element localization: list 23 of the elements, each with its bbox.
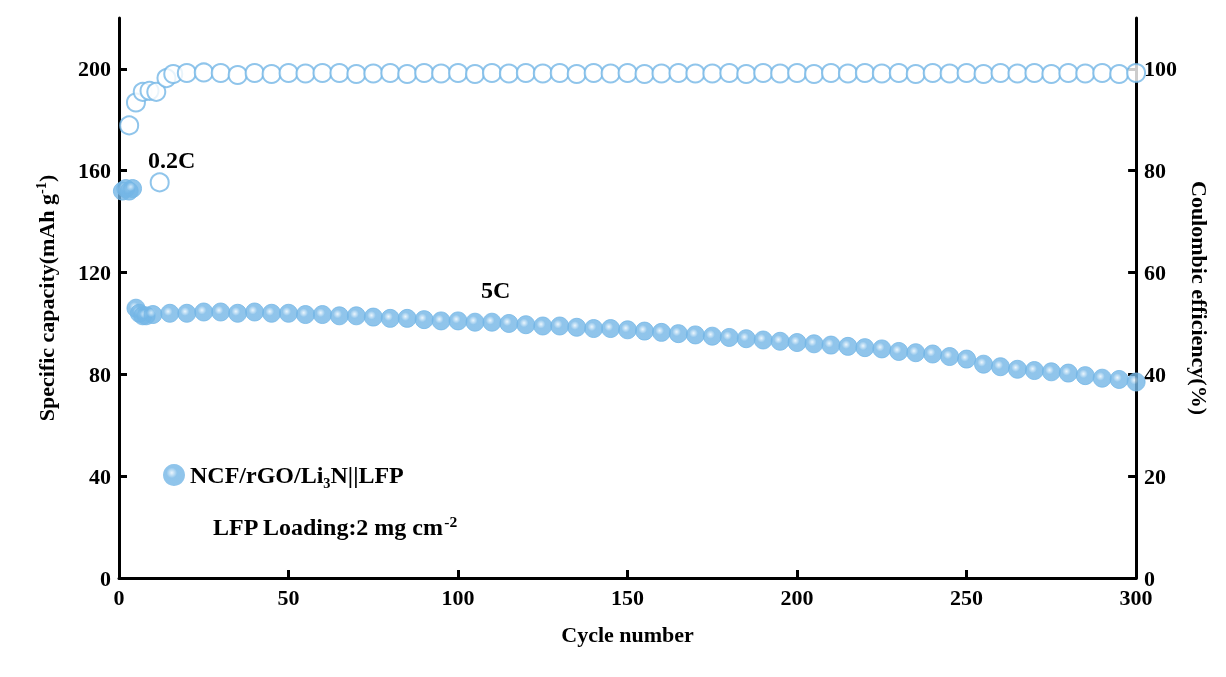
y-tick-label: 80 — [89, 361, 111, 387]
y2-tick-label: 40 — [1144, 361, 1167, 387]
y-tick-label: 160 — [78, 158, 111, 184]
x-tick-label: 100 — [441, 584, 475, 610]
x-tick-label: 200 — [780, 584, 814, 610]
y2-tick-label: 0 — [1144, 565, 1156, 591]
y-tick-label: 40 — [89, 463, 111, 489]
x-tick-label: 250 — [950, 584, 984, 610]
x-tick-label: 150 — [611, 584, 645, 610]
y-tick-label: 200 — [78, 56, 111, 82]
annotation: 5C — [481, 277, 511, 303]
x-tick-label: 50 — [277, 584, 300, 610]
y-tick-label: 0 — [100, 565, 111, 591]
y-axis-title: Specific capacity(mAh g-1) — [33, 174, 59, 422]
y2-tick-label: 100 — [1144, 56, 1178, 82]
y2-tick-label: 60 — [1144, 260, 1167, 286]
legend-label: NCF/rGO/Li₃N||LFP — [190, 462, 404, 488]
annotation: 0.2C — [148, 147, 196, 173]
y2-tick-label: 80 — [1144, 158, 1167, 184]
y-tick-label: 120 — [78, 260, 111, 286]
y2-axis-title: Coulombic efficiency(%) — [1186, 181, 1212, 415]
x-axis-title: Cycle number — [561, 621, 695, 647]
y2-tick-label: 20 — [1144, 463, 1167, 489]
